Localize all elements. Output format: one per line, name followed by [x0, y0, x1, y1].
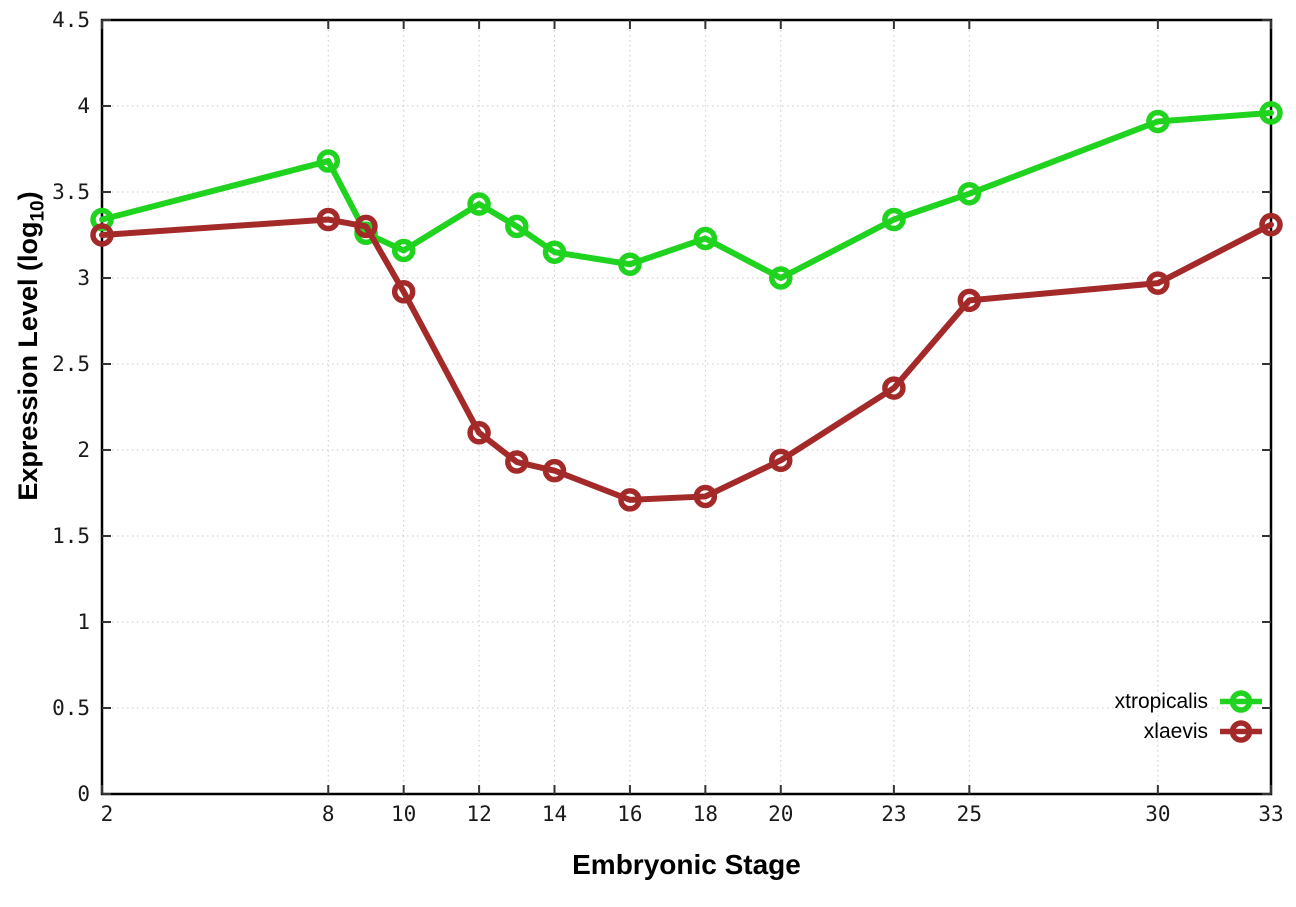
- svg-text:2: 2: [101, 802, 114, 826]
- data-point-xtropicalis-stage-20: [769, 266, 793, 290]
- legend-marker-xtropicalis-icon: [1220, 690, 1262, 713]
- legend-label-xtropicalis: xtropicalis: [1114, 689, 1208, 713]
- svg-text:23: 23: [881, 802, 906, 826]
- data-point-xtropicalis-stage-12: [467, 192, 491, 216]
- svg-text:33: 33: [1258, 802, 1283, 826]
- y-axis-title-text: Expression Level (log: [13, 221, 43, 501]
- svg-text:1: 1: [77, 610, 90, 634]
- data-point-xlaevis-stage-12: [467, 421, 491, 445]
- data-point-xtropicalis-stage-18: [693, 226, 718, 251]
- y-axis-title-subscript: 10: [27, 200, 49, 222]
- data-point-xlaevis-stage-13: [505, 450, 529, 474]
- svg-text:4.5: 4.5: [52, 8, 90, 32]
- grid-lines: [101, 19, 1272, 795]
- svg-text:10: 10: [391, 802, 416, 826]
- svg-text:25: 25: [957, 802, 982, 826]
- data-point-xtropicalis-stage-8: [316, 149, 341, 173]
- data-point-xlaevis-stage-23: [882, 376, 906, 400]
- svg-text:2: 2: [77, 438, 90, 462]
- x-tick-labels: 2 8 10 12 14 16 18 20 23 25 30 33: [101, 802, 1284, 826]
- data-point-xlaevis-stage-20: [769, 448, 793, 473]
- svg-text:30: 30: [1145, 802, 1170, 826]
- chart-legend: xtropicalis xlaevis: [1115, 687, 1264, 746]
- svg-text:4: 4: [77, 94, 90, 118]
- data-point-xlaevis-stage-18: [693, 484, 718, 509]
- svg-text:18: 18: [693, 802, 718, 826]
- y-tick-labels: 0 0.5 1 1.5 2 2.5 3 3.5 4 4.5: [52, 8, 90, 806]
- data-point-xtropicalis-stage-25: [957, 181, 982, 206]
- svg-text:2.5: 2.5: [52, 352, 90, 376]
- plot-border: [100, 18, 1273, 796]
- y-axis-title: Expression Level (log10): [10, 106, 49, 586]
- svg-text:0.5: 0.5: [52, 696, 90, 720]
- data-point-xtropicalis-stage-14: [542, 240, 567, 264]
- data-point-xlaevis-stage-33: [1259, 212, 1283, 237]
- data-point-xtropicalis-stage-10: [391, 238, 416, 263]
- data-point-xtropicalis-stage-30: [1146, 109, 1170, 134]
- data-point-xlaevis-stage-8: [316, 207, 341, 232]
- legend-item-xtropicalis: xtropicalis: [1115, 687, 1264, 716]
- svg-text:8: 8: [322, 802, 335, 826]
- data-point-xlaevis-stage-30: [1146, 271, 1170, 295]
- svg-text:3: 3: [77, 266, 90, 290]
- data-point-xtropicalis-stage-13: [505, 214, 529, 239]
- data-point-xlaevis-stage-2: [90, 223, 114, 247]
- data-point-xtropicalis-stage-16: [618, 252, 642, 276]
- data-point-xlaevis-stage-14: [542, 458, 567, 483]
- legend-marker-xlaevis-icon: [1220, 720, 1262, 743]
- svg-text:3.5: 3.5: [52, 180, 90, 204]
- x-axis-title: Embryonic Stage: [572, 849, 801, 880]
- data-point-xlaevis-stage-25: [957, 288, 982, 313]
- data-point-xlaevis-stage-10: [391, 280, 416, 304]
- series-xtropicalis: [90, 101, 1283, 290]
- svg-text:12: 12: [466, 802, 491, 826]
- svg-text:0: 0: [77, 782, 90, 806]
- svg-text:20: 20: [768, 802, 793, 826]
- legend-item-xlaevis: xlaevis: [1115, 717, 1264, 746]
- y-axis-title-suffix: ): [13, 191, 43, 201]
- data-point-xtropicalis-stage-23: [882, 207, 906, 232]
- series-xlaevis: [90, 207, 1283, 512]
- tick-marks: [101, 19, 1272, 795]
- svg-text:1.5: 1.5: [52, 524, 90, 548]
- legend-label-xlaevis: xlaevis: [1143, 719, 1208, 743]
- data-point-xtropicalis-stage-33: [1259, 101, 1283, 125]
- svg-text:14: 14: [542, 802, 567, 826]
- svg-text:16: 16: [617, 802, 642, 826]
- data-point-xlaevis-stage-16: [618, 488, 642, 512]
- data-point-xlaevis-stage-9: [354, 214, 378, 239]
